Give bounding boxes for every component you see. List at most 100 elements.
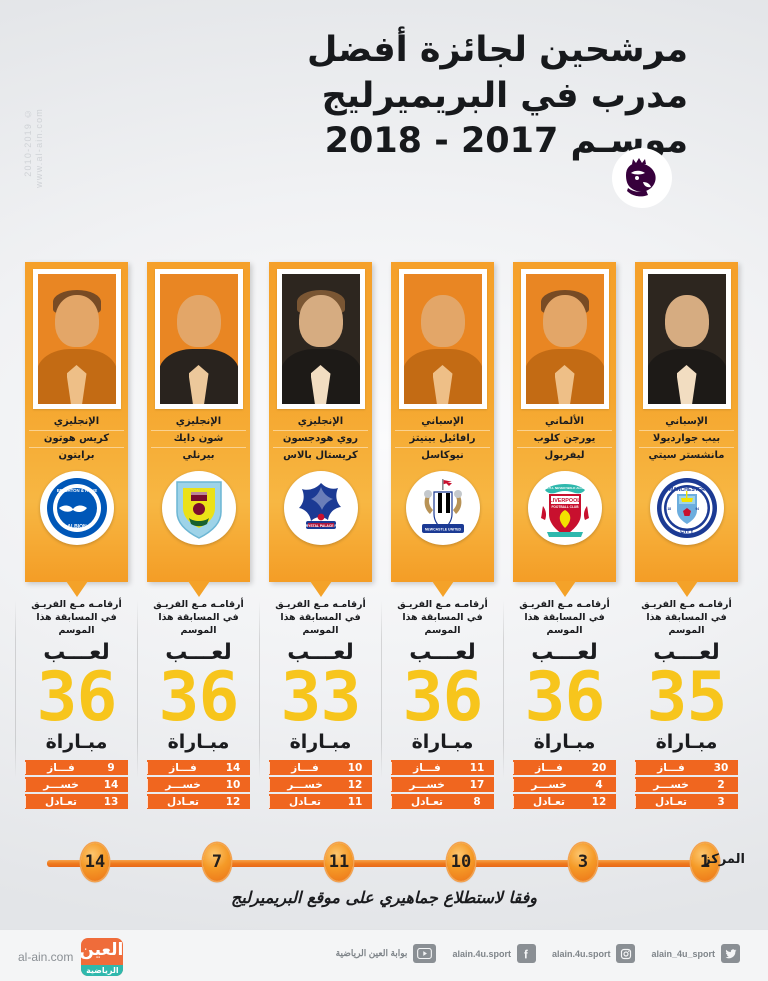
brand-sub: الرياضية — [81, 965, 124, 976]
coach-nationality: الإنجليزي — [151, 414, 246, 431]
match-label: مبـاراة — [411, 731, 474, 753]
drawn-value: 12 — [225, 795, 241, 808]
social-facebook[interactable]: alain.4u.sport — [452, 944, 536, 963]
coach-name: روي هودجسون — [273, 431, 368, 448]
count-badge: 6 — [569, 52, 709, 232]
page-title: مرشحين لجائزة أفضل مدرب في البريميرليج م… — [208, 28, 688, 165]
youtube-icon[interactable] — [413, 944, 437, 963]
drawn-value: 11 — [347, 795, 363, 808]
manchester-city-crest-icon: MANCHESTER CITY 18 94 — [649, 471, 724, 545]
instagram-icon[interactable] — [616, 944, 636, 963]
coach-name: يورجن كلوب — [517, 431, 612, 448]
position-node[interactable]: 11 — [325, 843, 353, 881]
al-ain-logo-icon[interactable]: العين الرياضية — [81, 938, 124, 976]
position-node[interactable]: 3 — [569, 843, 597, 881]
coach-nationality: الإسباني — [639, 414, 734, 431]
coach-card[interactable]: الإنجليزي شون دايك بيرنلي — [147, 262, 250, 597]
twitter-icon[interactable] — [721, 944, 740, 963]
won-label: فـــاز — [147, 761, 216, 774]
drawn-bar: 12 تعـادل — [147, 794, 250, 809]
coach-cards: الإنجليزي كريس هوتون برايتون BRIGHTON & … — [25, 262, 743, 597]
social-instagram[interactable]: alain.4u.sport — [552, 944, 636, 963]
result-bars: 30 فـــاز 2 خســـر 3 تعـادل — [635, 760, 738, 809]
svg-text:LIVERPOOL: LIVERPOOL — [549, 498, 581, 504]
facebook-icon[interactable] — [516, 944, 536, 963]
coach-card[interactable]: الإنجليزي روي هودجسون كريستال بالاس CRYS… — [269, 262, 372, 597]
social-youtube[interactable]: بوابة العين الرياضية — [336, 944, 437, 963]
svg-text:6: 6 — [569, 52, 571, 232]
title-line-1: مرشحين لجائزة أفضل — [307, 30, 688, 70]
title-line-3: موسـم 2017 - 2018 — [324, 121, 689, 161]
position-node[interactable]: 7 — [203, 843, 231, 881]
lost-value: 2 — [717, 778, 725, 791]
position-node[interactable]: 14 — [81, 843, 109, 881]
stat-caption: أرقامـه مـع الفريـق في المسابقة هذا المو… — [519, 599, 610, 636]
stat-caption: أرقامـه مـع الفريـق في المسابقة هذا المو… — [641, 599, 732, 636]
won-bar: 9 فـــاز — [25, 760, 128, 775]
coach-photo — [281, 274, 360, 404]
club-name: كريستال بالاس — [283, 450, 358, 461]
lost-label: خســـر — [269, 778, 338, 791]
stat-caption: أرقامـه مـع الفريـق في المسابقة هذا المو… — [153, 599, 244, 636]
twitter-handle: alain_4u_sport — [651, 948, 715, 959]
drawn-value: 8 — [473, 795, 481, 808]
position-node[interactable]: 10 — [447, 843, 475, 881]
lost-label: خســـر — [25, 778, 94, 791]
coach-photo — [525, 274, 604, 404]
coach-meta: الإنجليزي كريس هوتون برايتون — [25, 414, 128, 464]
played-label: لعـــب — [531, 640, 598, 665]
lost-label: خســـر — [513, 778, 582, 791]
coach-photo — [647, 274, 726, 404]
drawn-label: تعـادل — [25, 795, 94, 808]
brand-logo[interactable]: al-ain.com العين الرياضية — [18, 938, 124, 976]
stat-column: أرقامـه مـع الفريـق في المسابقة هذا المو… — [503, 596, 616, 836]
brand-domain: al-ain.com — [18, 950, 74, 964]
newcastle-united-crest-icon: NEWCASTLE UNITED — [405, 471, 480, 545]
coach-card[interactable]: الإسباني بيب جوارديولا مانشستر سيتي MANC… — [635, 262, 738, 597]
svg-text:YOU'LL NEVER WALK ALONE: YOU'LL NEVER WALK ALONE — [542, 486, 586, 490]
liverpool-crest-icon: YOU'LL NEVER WALK ALONE LIVERPOOL FOOTBA… — [527, 471, 602, 545]
won-bar: 11 فـــاز — [391, 760, 494, 775]
played-value: 35 — [646, 658, 728, 737]
played-label: لعـــب — [287, 640, 354, 665]
club-name: مانشستر سيتي — [648, 450, 725, 461]
svg-text:94: 94 — [695, 507, 699, 511]
club-name: بيرنلي — [182, 450, 215, 461]
played-value: 33 — [280, 658, 362, 737]
drawn-value: 3 — [717, 795, 725, 808]
drawn-label: تعـادل — [147, 795, 216, 808]
played-label: لعـــب — [409, 640, 476, 665]
stat-column: أرقامـه مـع الفريـق في المسابقة هذا المو… — [259, 596, 372, 836]
played-value: 36 — [36, 658, 118, 737]
match-label: مبـاراة — [655, 731, 718, 753]
coach-card[interactable]: الألماني يورجن كلوب ليفربول YOU'LL NEVER… — [513, 262, 616, 597]
coach-photo-frame — [642, 269, 731, 409]
drawn-label: تعـادل — [513, 795, 582, 808]
drawn-label: تعـادل — [635, 795, 704, 808]
club-name: ليفربول — [544, 450, 585, 461]
coach-nationality: الإسباني — [395, 414, 490, 431]
played-value: 36 — [402, 658, 484, 737]
title-line-2: مدرب في البريميرليج — [321, 75, 689, 116]
coach-name: رافائيل بينيتز — [395, 431, 490, 448]
result-bars: 20 فـــاز 4 خســـر 12 تعـادل — [513, 760, 616, 809]
match-label: مبـاراة — [167, 731, 230, 753]
drawn-value: 13 — [103, 795, 119, 808]
won-label: فـــاز — [513, 761, 582, 774]
lost-bar: 10 خســـر — [147, 777, 250, 792]
won-value: 10 — [347, 761, 363, 774]
premier-league-lion-icon — [626, 158, 656, 197]
won-label: فـــاز — [269, 761, 338, 774]
lost-label: خســـر — [635, 778, 704, 791]
axis-caption: وفقا لاستطلاع جماهيري على موقع البريميرل… — [231, 888, 537, 907]
coach-card[interactable]: الإنجليزي كريس هوتون برايتون BRIGHTON & … — [25, 262, 128, 597]
social-twitter[interactable]: alain_4u_sport — [651, 944, 740, 963]
social-links: alain_4u_sport alain.4u.sport — [336, 944, 740, 963]
lost-label: خســـر — [391, 778, 460, 791]
lost-value: 17 — [469, 778, 485, 791]
coach-nationality: الألماني — [517, 414, 612, 431]
position-node[interactable]: 1 — [691, 843, 719, 881]
club-name: برايتون — [58, 450, 95, 461]
coach-card[interactable]: الإسباني رافائيل بينيتز نيوكاسل NEWCASTL… — [391, 262, 494, 597]
